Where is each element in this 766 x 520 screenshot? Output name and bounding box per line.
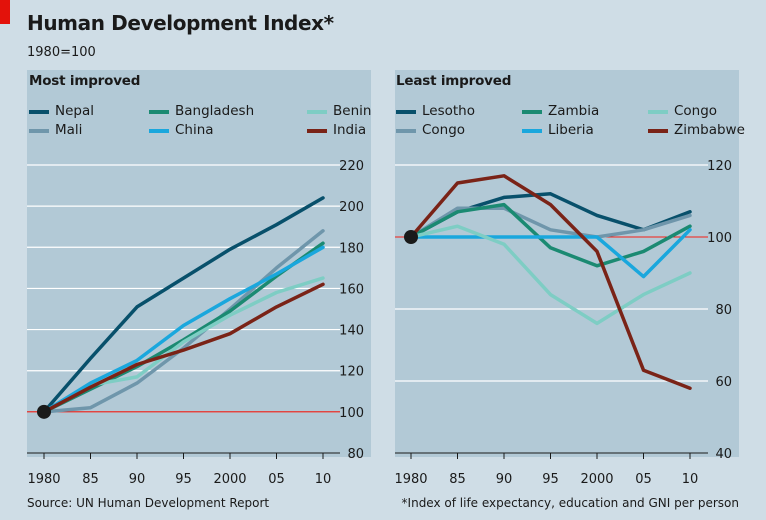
legend-swatch — [149, 110, 169, 114]
y-tick-label: 80 — [347, 447, 364, 462]
series-line-liberia — [409, 228, 692, 279]
legend-swatch — [396, 129, 416, 133]
x-tick-label: 85 — [449, 472, 466, 487]
legend-label: Zambia — [548, 103, 600, 119]
series-line-india — [42, 282, 325, 414]
start-point-marker — [37, 404, 51, 419]
x-tick-label: 95 — [175, 472, 192, 487]
series-line-china — [42, 245, 325, 414]
y-tick-label: 180 — [339, 241, 364, 256]
panel-least-improved — [395, 70, 739, 457]
x-tick-label: 10 — [315, 472, 332, 487]
y-tick-label: 120 — [339, 365, 364, 380]
legend-swatch — [29, 129, 49, 133]
brand-bar — [0, 0, 10, 24]
legend-label: Congo — [674, 103, 718, 119]
y-tick-label: 80 — [715, 303, 732, 318]
legend-swatch — [648, 110, 668, 114]
x-tick-label: 2000 — [213, 472, 246, 487]
legend-most-improved: Nepal Bangladesh Benin Mali China India — [29, 103, 371, 143]
legend-label: India — [333, 122, 367, 138]
x-tick-label: 95 — [542, 472, 559, 487]
series-line-zambia — [409, 202, 692, 268]
legend-swatch — [307, 129, 327, 133]
x-tick-label: 1980 — [394, 472, 427, 487]
x-tick-label: 90 — [129, 472, 146, 487]
series-line-congo — [409, 206, 692, 239]
panel-title-least-improved: Least improved — [396, 73, 512, 89]
y-tick-label: 60 — [715, 375, 732, 390]
legend-swatch — [522, 129, 542, 133]
x-tick-label: 85 — [82, 472, 99, 487]
series-line-congo — [409, 224, 692, 326]
y-tick-label: 40 — [715, 447, 732, 462]
legend-swatch — [648, 129, 668, 133]
legend-label: China — [175, 122, 214, 138]
legend-label: Benin — [333, 103, 372, 119]
legend-label: Zimbabwe — [674, 122, 745, 138]
start-point-marker — [404, 230, 418, 244]
y-tick-label: 100 — [707, 231, 732, 246]
x-tick-label: 1980 — [27, 472, 60, 487]
x-tick-label: 90 — [496, 472, 513, 487]
panel-title-most-improved: Most improved — [29, 73, 141, 89]
y-tick-label: 140 — [339, 324, 364, 339]
legend-label: Liberia — [548, 122, 594, 138]
legend-label: Congo — [422, 122, 466, 138]
footnote: *Index of life expectancy, education and… — [401, 496, 739, 510]
legend-label: Mali — [55, 122, 83, 138]
legend-least-improved: Lesotho Zambia Congo Congo Liberia Zimbabwe — [396, 103, 745, 143]
y-tick-label: 220 — [339, 159, 364, 174]
x-tick-label: 05 — [268, 472, 285, 487]
legend-label: Bangladesh — [175, 103, 255, 119]
y-tick-label: 100 — [339, 406, 364, 421]
y-tick-label: 160 — [339, 282, 364, 297]
series-line-mali — [42, 229, 325, 414]
source-note: Source: UN Human Development Report — [27, 496, 270, 510]
chart-subtitle: 1980=100 — [27, 45, 96, 60]
legend-swatch — [307, 110, 327, 114]
y-tick-label: 200 — [339, 200, 364, 215]
series-line-nepal — [42, 196, 325, 414]
x-tick-label: 05 — [635, 472, 652, 487]
legend-label: Nepal — [55, 103, 94, 119]
legend-swatch — [149, 129, 169, 133]
y-tick-label: 120 — [707, 159, 732, 174]
legend-swatch — [396, 110, 416, 114]
series-line-zimbabwe — [409, 174, 692, 390]
x-tick-label: 2000 — [580, 472, 613, 487]
x-tick-label: 10 — [682, 472, 699, 487]
legend-label: Lesotho — [422, 103, 475, 119]
legend-swatch — [29, 110, 49, 114]
chart-title: Human Development Index* — [27, 11, 334, 35]
legend-swatch — [522, 110, 542, 114]
